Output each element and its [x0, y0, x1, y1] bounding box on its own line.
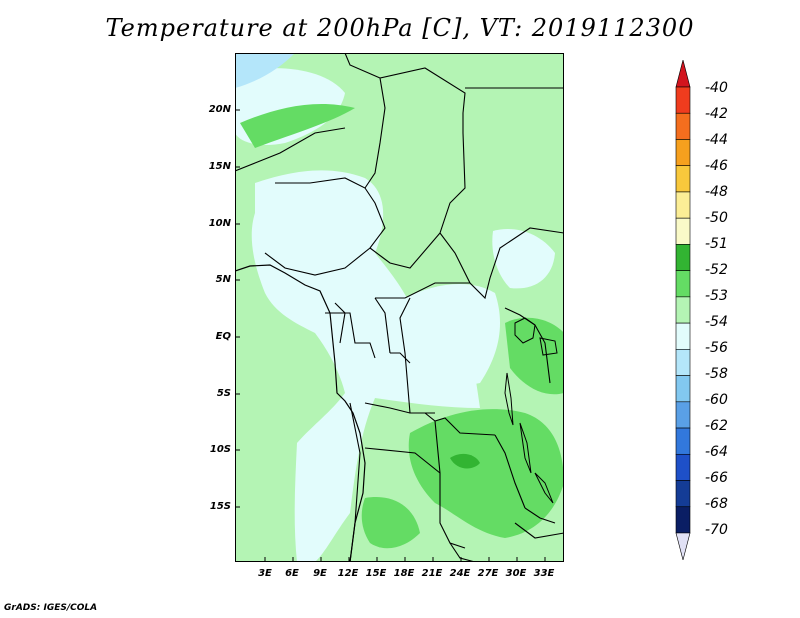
colorbar-swatch	[675, 480, 691, 508]
map-frame	[235, 53, 564, 562]
cool-region-blue	[235, 53, 295, 88]
lat-label: 15N	[208, 161, 231, 172]
map-title: Temperature at 200hPa [C], VT: 201911230…	[105, 14, 695, 42]
colorbar-label: -52	[705, 262, 728, 278]
colorbar-swatch	[675, 139, 691, 167]
coastline	[235, 264, 366, 562]
lat-label: 15S	[209, 501, 231, 512]
cool-region-central	[405, 283, 500, 385]
colorbar-label: -44	[705, 132, 728, 148]
colorbar-swatch	[675, 349, 691, 376]
colorbar-label: -62	[705, 418, 728, 434]
colorbar-label: -54	[705, 314, 728, 330]
lon-label: 12E	[337, 568, 359, 579]
great-lakes	[504, 317, 558, 504]
lat-label: 5S	[216, 388, 231, 399]
lat-label: 10N	[208, 218, 231, 229]
lon-label: 33E	[533, 568, 555, 579]
colorbar-swatch	[675, 112, 691, 140]
colorbar-swatch	[675, 165, 691, 193]
colorbar-label: -58	[705, 366, 728, 382]
colorbar-swatch	[675, 506, 691, 534]
colorbar-swatch	[675, 427, 691, 455]
colorbar-swatch	[675, 296, 691, 324]
warm-patch-small	[450, 453, 480, 469]
lon-label: 18E	[393, 568, 415, 579]
lat-label: 10S	[209, 444, 231, 455]
lat-label: 20N	[208, 104, 231, 115]
credit-text: GrADS: IGES/COLA	[4, 603, 98, 613]
colorbar-label: -42	[705, 106, 728, 122]
lon-label: 21E	[421, 568, 443, 579]
lat-label: 5N	[215, 274, 231, 285]
colorbar-label: -48	[705, 184, 728, 200]
colorbar-bottom-arrow	[675, 532, 691, 560]
colorbar-top-arrow	[675, 60, 691, 88]
warm-region-south	[361, 497, 420, 549]
lon-label: 24E	[449, 568, 471, 579]
cool-region-west	[251, 170, 480, 562]
lat-label: EQ	[215, 331, 231, 342]
colorbar-label: -64	[705, 444, 728, 460]
lon-label: 15E	[365, 568, 387, 579]
colorbar-swatch	[675, 217, 691, 245]
warm-region-southeast	[408, 409, 564, 538]
colorbar-label: -53	[705, 288, 728, 304]
colorbar-swatch	[675, 322, 691, 350]
lon-label: 27E	[477, 568, 499, 579]
colorbar-label: -51	[705, 236, 728, 252]
colorbar-label: -66	[705, 470, 728, 486]
lon-label: 30E	[505, 568, 527, 579]
lon-label: 6E	[285, 568, 299, 579]
colorbar-swatch	[675, 453, 691, 481]
colorbar-label: -50	[705, 210, 728, 226]
colorbar-label: -46	[705, 158, 728, 174]
colorbar-label: -70	[705, 522, 728, 538]
colorbar-label: -40	[705, 80, 728, 96]
colorbar-swatch	[675, 191, 691, 219]
colorbar-label: -60	[705, 392, 728, 408]
colorbar-swatch	[675, 244, 691, 271]
lon-label: 9E	[313, 568, 327, 579]
temperature-map	[235, 53, 564, 562]
warm-streak-north	[240, 103, 355, 148]
colorbar	[675, 60, 691, 560]
colorbar-swatch	[675, 270, 691, 298]
colorbar-label: -68	[705, 496, 728, 512]
colorbar-label: -56	[705, 340, 728, 356]
cool-region-northeast	[492, 229, 555, 289]
colorbar-swatch	[675, 86, 691, 114]
country-borders	[235, 53, 564, 562]
colorbar-swatch	[675, 375, 691, 403]
lon-label: 3E	[258, 568, 272, 579]
colorbar-swatch	[675, 401, 691, 429]
